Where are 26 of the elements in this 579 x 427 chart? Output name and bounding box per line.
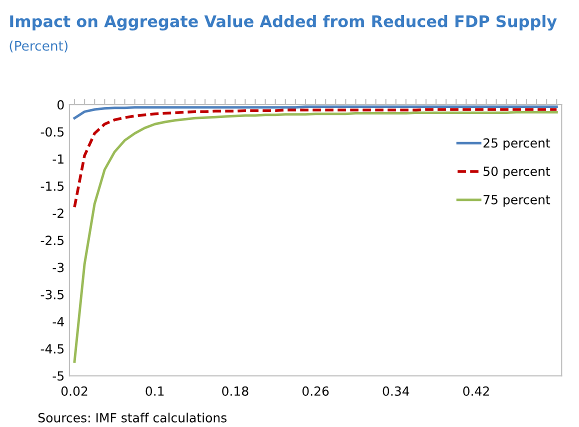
x-tick-label: 0.02 (61, 386, 88, 396)
x-tick-label: 0.1 (146, 386, 164, 396)
y-tick-label: -4 (52, 317, 64, 326)
x-tick-label: 0.42 (463, 386, 489, 396)
chart-title: Impact on Aggregate Value Added from Reduced FDP Supply (10, 14, 557, 31)
y-tick-label: 0 (57, 100, 64, 110)
line-series (73, 108, 558, 208)
line-series (73, 106, 558, 120)
source-note: Sources: IMF staff calculations (38, 412, 227, 422)
y-tick-label: -2.5 (40, 236, 64, 246)
y-tick-label: -3.5 (40, 290, 64, 300)
y-tick-label: -5 (52, 371, 64, 381)
y-tick-label: -0.5 (40, 127, 64, 137)
legend-label: 25 percent (484, 138, 550, 150)
y-tick-label: -4.5 (40, 344, 64, 354)
y-tick-label: -1 (52, 154, 64, 164)
chart-subtitle: (Percent) (10, 40, 68, 52)
legend-label: 75 percent (484, 195, 550, 207)
x-tick-label: 0.26 (302, 386, 329, 396)
line-series (73, 110, 558, 363)
y-tick-label: -1.5 (40, 182, 64, 191)
y-tick-label: -2 (52, 208, 64, 218)
x-tick-label: 0.34 (382, 386, 410, 396)
y-tick-label: -3 (52, 262, 64, 272)
x-tick-label: 0.18 (222, 386, 248, 396)
legend-label: 50 percent (484, 166, 550, 178)
